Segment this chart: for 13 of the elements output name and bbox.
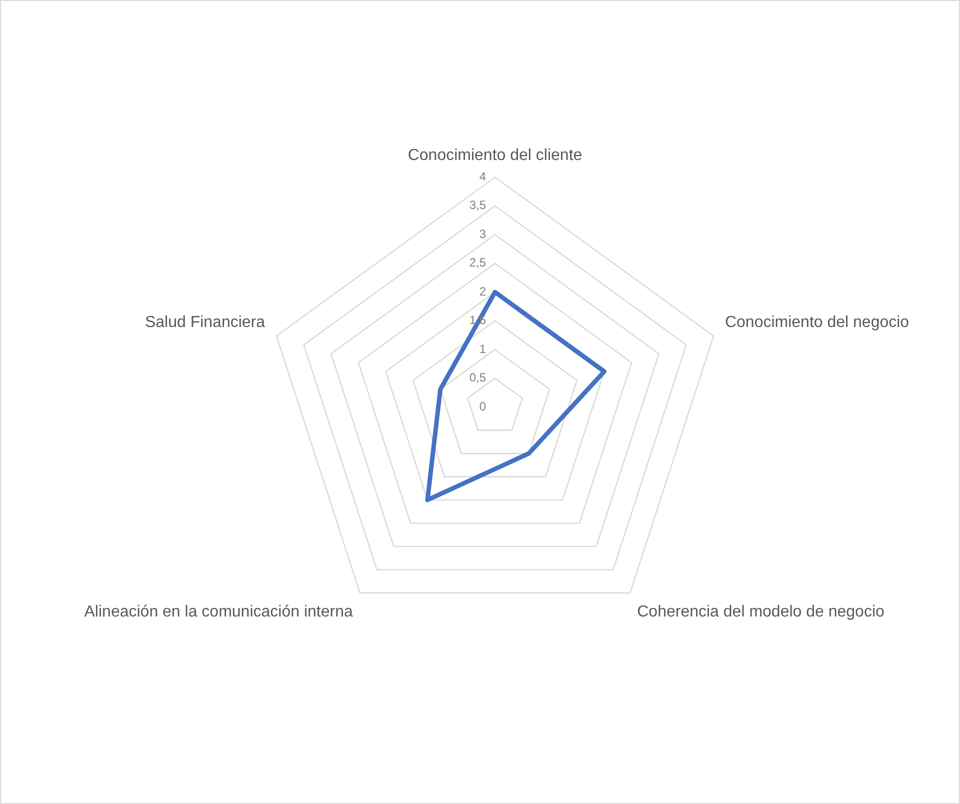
y-tick-label: 0,5	[469, 370, 486, 385]
y-tick-label: 0	[479, 399, 486, 414]
y-tick-label: 4	[479, 170, 486, 184]
spoke-label: Conocimiento del cliente	[408, 147, 582, 164]
y-tick-label: 2	[479, 284, 486, 298]
spoke-label: Conocimiento del negocio	[724, 314, 910, 332]
spoke-label: Salud Financiera	[144, 314, 266, 332]
y-tick-label: 3,5	[469, 198, 486, 212]
spoke-label: Alineación en la comunicación interna	[84, 604, 353, 621]
y-tick-label: 1	[479, 342, 486, 356]
y-tick-label: 2,5	[469, 256, 486, 270]
y-tick-label: 3	[479, 226, 486, 241]
spoke-label: Coherencia del modelo de negocio	[637, 604, 885, 621]
